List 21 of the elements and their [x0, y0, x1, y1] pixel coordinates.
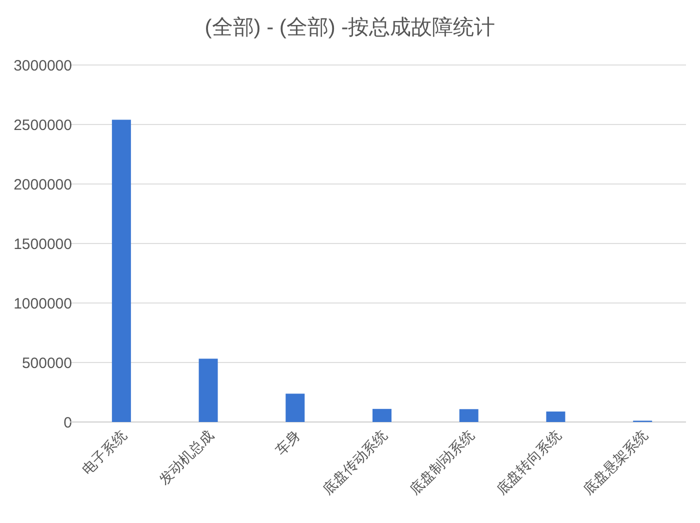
- y-tick-label: 500000: [22, 354, 72, 372]
- bar: [546, 412, 566, 422]
- bar: [372, 408, 392, 422]
- y-tick-label: 3000000: [14, 57, 72, 74]
- chart-title: (全部) - (全部) -按总成故障统计: [204, 16, 496, 39]
- y-tick-label: 2000000: [14, 176, 72, 194]
- bar: [459, 409, 478, 422]
- bar: [286, 394, 305, 422]
- y-tick-label: 1500000: [14, 236, 72, 253]
- x-tick-label: 底盘悬架系统: [580, 426, 651, 498]
- x-tick-label: 发动机总成: [156, 426, 216, 488]
- x-tick-label: 底盘转向系统: [493, 426, 564, 498]
- x-tick-label: 底盘制动系统: [406, 426, 477, 498]
- y-tick-label: 0: [64, 414, 72, 432]
- y-tick-label: 1000000: [14, 295, 72, 312]
- x-tick-label: 车身: [272, 426, 304, 458]
- bar: [112, 120, 131, 422]
- y-tick-label: 2500000: [14, 116, 72, 134]
- x-tick-label: 电子系统: [78, 426, 130, 478]
- bar: [198, 358, 218, 422]
- x-tick-label: 底盘传动系统: [319, 426, 390, 498]
